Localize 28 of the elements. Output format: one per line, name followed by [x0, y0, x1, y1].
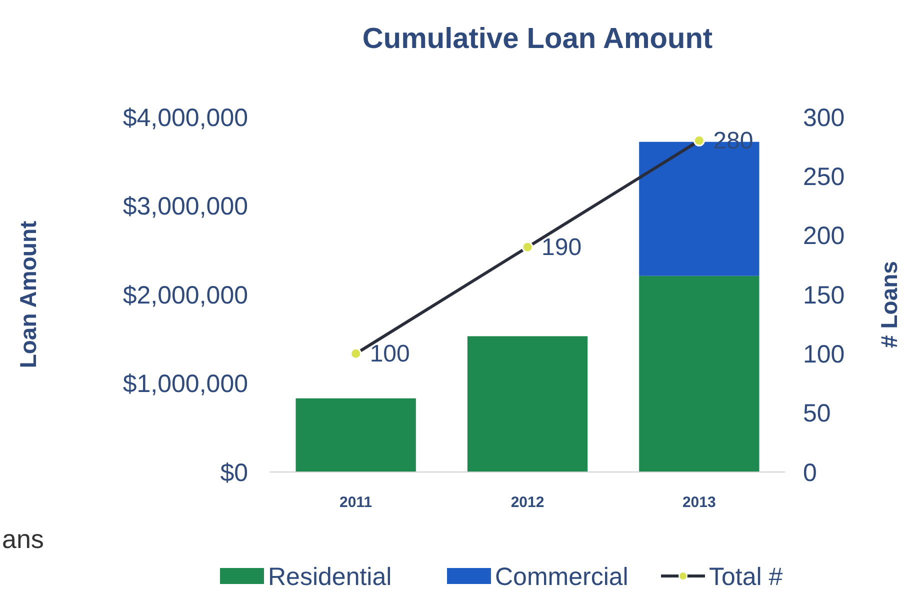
y2-tick-label: 200	[803, 222, 845, 250]
y2-tick-label: 0	[803, 458, 817, 487]
chart-title: Cumulative Loan Amount	[362, 23, 713, 55]
y-tick-label: $4,000,000	[122, 104, 248, 132]
bar	[467, 336, 588, 472]
y-tick-label: $2,000,000	[122, 281, 248, 310]
y2-tick-label: 50	[803, 400, 831, 428]
y2-tick-label: 250	[803, 162, 845, 191]
y2-tick-label: 300	[803, 104, 845, 132]
bar	[639, 276, 760, 472]
x-tick-label: 2011	[340, 494, 372, 511]
legend-label: Total #	[709, 563, 783, 591]
legend-label: Residential	[268, 563, 392, 591]
text: ans	[2, 524, 44, 554]
x-tick-label: 2013	[682, 494, 716, 511]
y2-tick-label: 100	[803, 340, 845, 368]
y-tick-label: $0	[220, 458, 248, 487]
x-tick-label: 2012	[510, 494, 544, 511]
data-label: 100	[370, 340, 410, 368]
bar	[296, 398, 416, 472]
y2-axis-title: # Loans	[876, 261, 902, 348]
y-tick-label: $1,000,000	[122, 370, 248, 398]
data-label: 190	[542, 234, 582, 262]
y-axis-title: Loan Amount	[15, 220, 41, 368]
y2-tick-label: 150	[803, 281, 845, 310]
data-label: 280	[713, 128, 754, 155]
legend-label: Commercial	[495, 563, 628, 591]
y-tick-label: $3,000,000	[122, 192, 248, 220]
